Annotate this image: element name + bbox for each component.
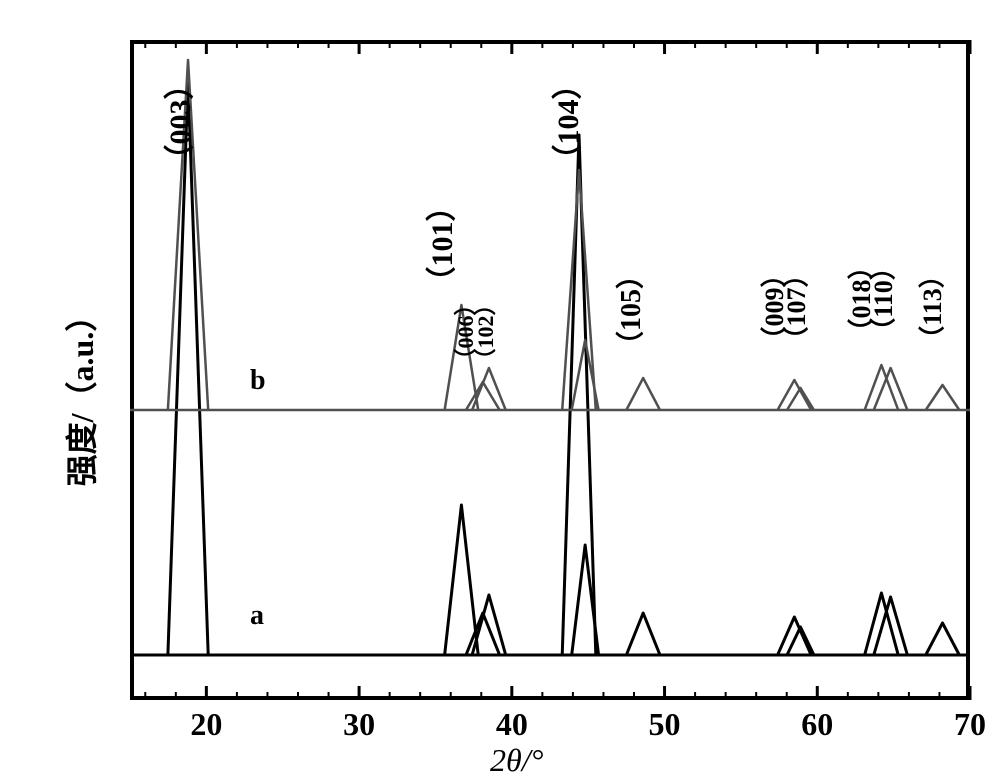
miller-index-label: （105） — [609, 261, 649, 359]
xrd-chart: 强度/（a.u.） 203040506070 2θ/° （003）（101）（0… — [0, 0, 1000, 784]
miller-index-label: （110） — [863, 254, 900, 344]
miller-index-label: （102） — [468, 293, 500, 370]
miller-index-label: （104） — [543, 70, 587, 175]
x-tick-label: 40 — [496, 706, 528, 743]
miller-index-label: （113） — [912, 262, 949, 352]
miller-index-label: （101） — [417, 192, 461, 297]
x-tick-label: 50 — [649, 706, 681, 743]
miller-index-label: （003） — [155, 70, 199, 175]
x-tick-label: 60 — [801, 706, 833, 743]
series-a-label: a — [250, 600, 264, 632]
x-axis-label: 2θ/° — [490, 742, 543, 779]
x-tick-label: 30 — [343, 706, 375, 743]
plot-svg — [0, 0, 1000, 784]
miller-index-label: （107） — [776, 261, 813, 352]
x-tick-label: 20 — [190, 706, 222, 743]
series-b-label: b — [250, 365, 266, 397]
x-tick-label: 70 — [954, 706, 986, 743]
